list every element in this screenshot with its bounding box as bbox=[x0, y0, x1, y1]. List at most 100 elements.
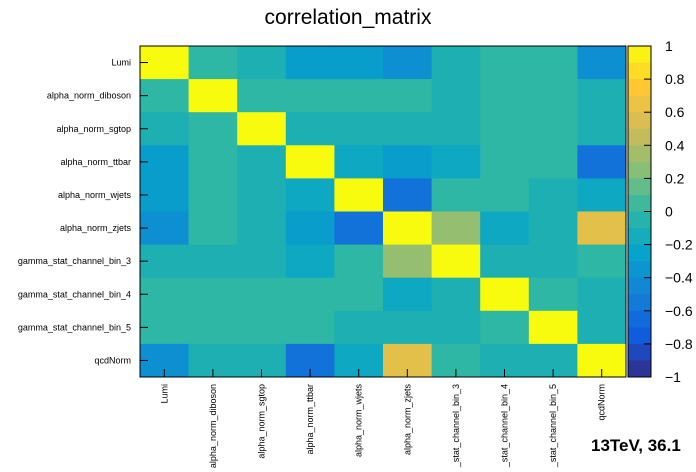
heatmap-cell-5-2 bbox=[237, 211, 287, 246]
heatmap-cell-5-3 bbox=[285, 211, 335, 246]
heatmap-cell-6-8 bbox=[528, 244, 578, 279]
heatmap-cell-5-5 bbox=[383, 211, 433, 246]
heatmap-cell-8-6 bbox=[431, 310, 481, 345]
heatmap-cell-2-3 bbox=[285, 112, 335, 146]
heatmap-cell-8-0 bbox=[140, 310, 190, 345]
heatmap-cell-3-8 bbox=[528, 145, 578, 179]
heatmap-cell-0-3 bbox=[285, 46, 335, 80]
heatmap-cell-7-6 bbox=[431, 277, 481, 312]
colorbar-tick-label: −0.2 bbox=[665, 237, 693, 253]
heatmap-cell-1-4 bbox=[334, 79, 384, 113]
heatmap-cell-5-7 bbox=[480, 211, 530, 246]
heatmap-cell-4-7 bbox=[480, 178, 530, 212]
heatmap-cells bbox=[140, 46, 627, 378]
heatmap-cell-6-6 bbox=[431, 244, 481, 279]
y-tick-label: gamma_stat_channel_bin_4 bbox=[18, 289, 131, 299]
heatmap-cell-3-1 bbox=[188, 145, 238, 179]
heatmap-cell-3-7 bbox=[480, 145, 530, 179]
x-tick-label: alpha_norm_sgtop bbox=[257, 384, 267, 459]
heatmap-cell-6-5 bbox=[383, 244, 433, 279]
colorbar-segment bbox=[628, 294, 651, 312]
colorbar-tick-label: −0.6 bbox=[665, 303, 693, 319]
heatmap-cell-8-5 bbox=[383, 310, 433, 345]
heatmap-cell-4-8 bbox=[528, 178, 578, 212]
heatmap-cell-3-4 bbox=[334, 145, 384, 179]
plot-frame bbox=[139, 45, 627, 378]
heatmap-cell-7-3 bbox=[285, 277, 335, 312]
heatmap-cell-2-5 bbox=[383, 112, 433, 146]
heatmap-cell-3-6 bbox=[431, 145, 481, 179]
heatmap-cell-7-4 bbox=[334, 277, 384, 312]
colorbar-segment bbox=[628, 244, 651, 262]
x-tick-label: alpha_norm_diboson bbox=[208, 384, 218, 468]
y-tick-label: gamma_stat_channel_bin_3 bbox=[18, 256, 131, 266]
colorbar-segment bbox=[628, 310, 651, 328]
heatmap-cell-8-9 bbox=[577, 310, 627, 345]
colorbar-segment bbox=[628, 194, 651, 212]
heatmap-cell-8-2 bbox=[237, 310, 287, 345]
heatmap-cell-2-8 bbox=[528, 112, 578, 146]
x-tick-labels: Lumi alpha_norm_diboson alpha_norm_sgtop al… bbox=[159, 369, 607, 468]
heatmap-cell-8-7 bbox=[480, 310, 530, 345]
y-tick-label: alpha_norm_sgtop bbox=[56, 124, 131, 134]
colorbar-segment bbox=[628, 62, 651, 80]
heatmap-cell-0-1 bbox=[188, 46, 238, 80]
heatmap-cell-4-6 bbox=[431, 178, 481, 212]
heatmap-cell-1-1 bbox=[188, 79, 238, 113]
heatmap-cell-0-6 bbox=[431, 46, 481, 80]
heatmap-cell-6-0 bbox=[140, 244, 190, 279]
heatmap-cell-0-7 bbox=[480, 46, 530, 80]
x-tick-label: alpha_norm_zjets bbox=[402, 384, 412, 456]
heatmap-cell-2-1 bbox=[188, 112, 238, 146]
heatmap-cell-5-8 bbox=[528, 211, 578, 246]
heatmap-cell-2-4 bbox=[334, 112, 384, 146]
colorbar-segment bbox=[628, 161, 651, 179]
heatmap-cell-1-9 bbox=[577, 79, 627, 113]
x-tick-label: _stat_channel_bin_3 bbox=[451, 384, 461, 468]
heatmap-cell-6-9 bbox=[577, 244, 627, 279]
colorbar-tick-label: −1 bbox=[665, 369, 681, 385]
heatmap-cell-1-3 bbox=[285, 79, 335, 113]
heatmap-cell-1-6 bbox=[431, 79, 481, 113]
heatmap-cell-6-2 bbox=[237, 244, 287, 279]
colorbar-segment bbox=[628, 277, 651, 295]
heatmap-cell-7-8 bbox=[528, 277, 578, 312]
heatmap-cell-6-3 bbox=[285, 244, 335, 279]
colorbar-tick-label: 0.6 bbox=[665, 104, 685, 120]
heatmap-cell-1-8 bbox=[528, 79, 578, 113]
heatmap-cell-8-4 bbox=[334, 310, 384, 345]
heatmap-cell-4-9 bbox=[577, 178, 627, 212]
heatmap-cell-7-7 bbox=[480, 277, 530, 312]
heatmap-cell-5-0 bbox=[140, 211, 190, 246]
x-tick-label: Lumi bbox=[159, 384, 169, 404]
heatmap-cell-1-5 bbox=[383, 79, 433, 113]
colorbar-segment bbox=[628, 79, 651, 97]
heatmap-cell-4-1 bbox=[188, 178, 238, 212]
colorbar-segment bbox=[628, 95, 651, 113]
heatmap-cell-6-1 bbox=[188, 244, 238, 279]
y-tick-labels: Lumi alpha_norm_diboson alpha_norm_sgtopal… bbox=[18, 58, 148, 365]
y-tick-label: gamma_stat_channel_bin_5 bbox=[18, 322, 131, 332]
colorbar-segment bbox=[628, 228, 651, 246]
heatmap-cell-8-1 bbox=[188, 310, 238, 345]
colorbar-tick-label: 1 bbox=[665, 38, 673, 54]
colorbar-segment bbox=[628, 128, 651, 146]
heatmap-cell-8-8 bbox=[528, 310, 578, 345]
heatmap-cell-4-0 bbox=[140, 178, 190, 212]
colorbar-tick-label: 0.8 bbox=[665, 71, 685, 87]
colorbar-segment bbox=[628, 343, 651, 361]
colorbar-segment bbox=[628, 261, 651, 279]
heatmap-cell-2-2 bbox=[237, 112, 287, 146]
chart-title: correlation_matrix bbox=[265, 6, 432, 29]
colorbar: 1 0.8 0.6 0.4 0.2 0 −0.2 −0.4 −0.6 −0.8 −1 bbox=[627, 38, 693, 385]
heatmap-cell-4-3 bbox=[285, 178, 335, 212]
x-tick-label: _stat_channel_bin_4 bbox=[500, 384, 510, 468]
heatmap-cell-2-0 bbox=[140, 112, 190, 146]
heatmap-cell-7-5 bbox=[383, 277, 433, 312]
heatmap-cell-3-2 bbox=[237, 145, 287, 179]
heatmap-cell-0-8 bbox=[528, 46, 578, 80]
heatmap-cell-4-4 bbox=[334, 178, 384, 212]
heatmap-cell-7-0 bbox=[140, 277, 190, 312]
heatmap-cell-8-3 bbox=[285, 310, 335, 345]
